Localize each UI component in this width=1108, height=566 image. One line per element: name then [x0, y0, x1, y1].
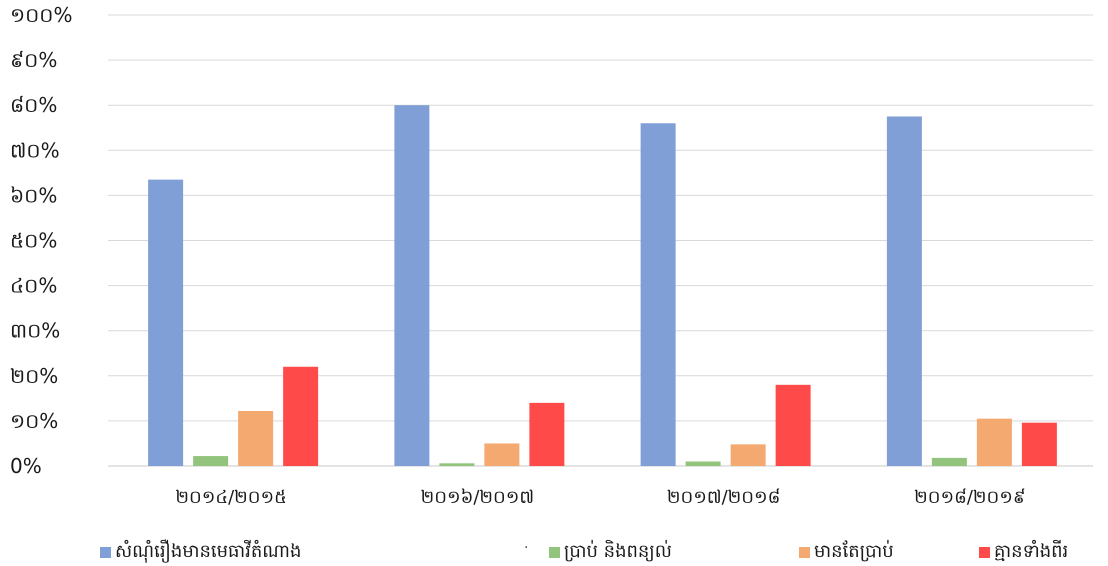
- x-tick-label: ២០១៤/២០១៥: [175, 487, 287, 508]
- bar-0-1: [193, 456, 229, 466]
- bar-3-2: [976, 418, 1012, 466]
- y-tick-label: ៦០%: [10, 183, 57, 207]
- legend-swatch-0: [100, 546, 111, 558]
- bar-2-1: [685, 461, 721, 466]
- bar-0-0: [148, 179, 184, 467]
- legend-separator: ·: [524, 540, 529, 556]
- legend-item-0: សំណុំរឿងមានមេធាវីតំណាង: [100, 540, 301, 564]
- y-tick-label: ២០%: [10, 364, 58, 388]
- y-tick-label: ៥០%: [10, 229, 57, 253]
- bar-2-3: [775, 384, 811, 466]
- y-tick-label: ១០០%: [10, 3, 72, 27]
- bar-3-0: [886, 116, 922, 466]
- y-tick-label: ៧០%: [10, 138, 60, 162]
- bar-3-1: [931, 457, 967, 466]
- legend-swatch-2: [799, 546, 810, 558]
- bar-1-3: [529, 402, 565, 466]
- y-tick-label: ១០%: [10, 409, 58, 433]
- y-tick-label: ៣០%: [10, 319, 60, 343]
- y-tick-label: ៩០%: [10, 48, 57, 72]
- x-tick-label: ២០១៧/២០១៨: [667, 487, 781, 508]
- bar-2-0: [640, 123, 676, 467]
- legend-label-0: សំណុំរឿងមានមេធាវីតំណាង: [115, 540, 302, 562]
- y-tick-label: ៤០%: [10, 274, 57, 298]
- legend-swatch-1: [549, 546, 560, 558]
- legend-swatch-3: [979, 546, 990, 558]
- legend-item-1: ប្រាប់ និងពន្យល់: [549, 540, 672, 564]
- bar-1-0: [394, 105, 430, 466]
- y-tick-label: 0%: [10, 454, 42, 478]
- bar-0-2: [238, 410, 274, 466]
- bar-2-2: [730, 444, 766, 466]
- legend-label-1: ប្រាប់ និងពន្យល់: [564, 540, 672, 562]
- x-tick-label: ២០១៨/២០១៩: [914, 487, 1026, 508]
- bar-0-3: [283, 366, 319, 466]
- x-tick-label: ២០១៦/២០១៧: [421, 487, 535, 508]
- bar-3-3: [1021, 422, 1057, 466]
- y-tick-label: ៨០%: [10, 93, 57, 117]
- bar-1-1: [439, 463, 475, 466]
- legend-label-3: គ្មានទាំងពីរ: [994, 540, 1069, 562]
- legend-label-2: មានតែប្រាប់: [814, 540, 894, 562]
- bar-1-2: [484, 443, 520, 466]
- legend-item-3: គ្មានទាំងពីរ: [979, 540, 1068, 564]
- legend-item-2: មានតែប្រាប់: [799, 540, 894, 564]
- bar-chart: 0% ១០% ២០% ៣០% ៤០% ៥០% ៦០% ៧០% ៨០% ៩០% ១០០% ២០១៤/២០…: [10, 3, 1093, 508]
